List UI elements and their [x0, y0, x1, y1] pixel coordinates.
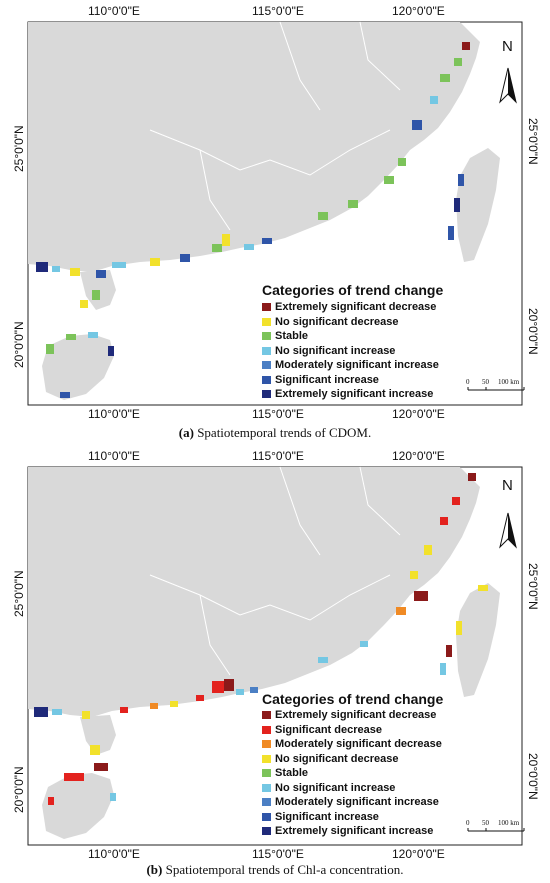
legend-label: No significant decrease: [275, 315, 399, 328]
legend-item: Extremely significant decrease: [262, 708, 436, 722]
legend-item: Extremely significant increase: [262, 824, 433, 838]
lon-label-bottom-120: 120°0'0"E: [392, 847, 445, 861]
legend-label: Significant increase: [275, 810, 379, 823]
legend-label: Extremely significant decrease: [275, 301, 437, 313]
hainan-island: [42, 773, 114, 839]
legend-swatch: [262, 390, 271, 399]
legend-label: Moderately significant increase: [275, 796, 439, 808]
legend-item: Stable: [262, 329, 308, 343]
legend-swatch: [262, 361, 271, 370]
legend-swatch: [262, 740, 271, 749]
legend-item: Significant increase: [262, 810, 379, 824]
legend-title: Categories of trend change: [262, 282, 444, 298]
legend-swatch: [262, 769, 271, 778]
lon-label-top-110: 110°0'0"E: [88, 4, 140, 18]
panel-chla: 110°0'0"E 115°0'0"E 120°0'0"E 25°0'0"N 2…: [0, 445, 550, 883]
lon-label-bottom-110: 110°0'0"E: [88, 847, 140, 861]
legend-label: No significant increase: [275, 781, 396, 794]
legend-label: Moderately significant increase: [275, 359, 439, 371]
caption: (b) Spatiotemporal trends of Chl-a conce…: [146, 862, 404, 877]
scale-label-0: 0: [466, 378, 470, 386]
scale-label-100: 100 km: [498, 378, 520, 386]
legend-swatch: [262, 812, 271, 821]
lon-label-top-115: 115°0'0"E: [252, 4, 304, 18]
legend-label: No significant decrease: [275, 752, 399, 765]
legend-swatch: [262, 783, 271, 792]
legend-item: Moderately significant increase: [262, 795, 439, 809]
map-cdom: 0 50 100 km: [27, 21, 525, 406]
legend-item: No significant decrease: [262, 315, 399, 329]
legend-label: No significant increase: [275, 344, 396, 357]
leizhou-peninsula: [80, 715, 116, 755]
scale-label-100: 100 km: [498, 819, 520, 827]
legend-label: Extremely significant increase: [275, 388, 434, 400]
legend-item: Moderately significant decrease: [262, 737, 442, 751]
legend-swatch: [262, 303, 271, 312]
legend-label: Significant increase: [275, 373, 379, 386]
legend-item: No significant decrease: [262, 752, 399, 766]
legend-swatch: [262, 754, 271, 763]
lon-label-top-120: 120°0'0"E: [392, 449, 445, 463]
lon-label-top-115: 115°0'0"E: [252, 449, 304, 463]
legend-item: No significant increase: [262, 781, 395, 795]
legend-label: Extremely significant decrease: [275, 709, 437, 721]
lon-label-bottom-120: 120°0'0"E: [392, 407, 445, 421]
map-chla: 0 50 100 km: [27, 466, 525, 846]
legend-item: Extremely significant decrease: [262, 300, 436, 314]
lon-label-bottom-115: 115°0'0"E: [252, 847, 304, 861]
legend-item: Moderately significant increase: [262, 358, 439, 372]
mainland: [28, 22, 480, 272]
hainan-island: [42, 334, 114, 400]
panel-cdom: 110°0'0"E 115°0'0"E 120°0'0"E 25°0'0"N 2…: [12, 4, 540, 440]
north-arrow: [499, 67, 517, 104]
scale-label-50: 50: [482, 378, 490, 386]
lon-label-top-120: 120°0'0"E: [392, 4, 445, 18]
legend-item: Stable: [262, 766, 308, 780]
caption: (a) Spatiotemporal trends of CDOM.: [178, 425, 372, 440]
legend-label: Extremely significant increase: [275, 825, 434, 837]
legend-label: Moderately significant decrease: [275, 738, 442, 750]
lon-label-bottom-115: 115°0'0"E: [252, 407, 304, 421]
legend-swatch: [262, 798, 271, 807]
north-arrow: [499, 512, 517, 549]
trend-pixels-chla: [34, 473, 488, 805]
scale-label-0: 0: [466, 819, 470, 827]
legend-swatch: [262, 375, 271, 384]
taiwan-island: [456, 148, 500, 262]
legend-label: Stable: [275, 767, 309, 779]
legend-label: Significant decrease: [275, 723, 382, 736]
legend-item: No significant increase: [262, 344, 395, 358]
scale-bar: 0 50 100 km: [466, 378, 525, 391]
lon-label-top-110: 110°0'0"E: [88, 449, 140, 463]
trend-pixels-cdom: [36, 42, 470, 398]
legend-item: Significant increase: [262, 373, 379, 387]
lon-label-bottom-110: 110°0'0"E: [88, 407, 140, 421]
legend-swatch: [262, 317, 271, 326]
legend-swatch: [262, 725, 271, 734]
legend-swatch: [262, 827, 271, 836]
legend-item: Extremely significant increase: [262, 387, 433, 401]
mainland: [28, 467, 480, 717]
legend-swatch: [262, 346, 271, 355]
legend-label: Stable: [275, 330, 309, 342]
north-label: N: [502, 38, 513, 55]
scale-bar: 0 50 100 km: [466, 819, 525, 832]
taiwan-island: [456, 583, 500, 697]
legend-title: Categories of trend change: [262, 691, 444, 707]
legend-swatch: [262, 332, 271, 341]
legend-swatch: [262, 711, 271, 720]
legend-item: Significant decrease: [262, 723, 382, 737]
scale-label-50: 50: [482, 819, 490, 827]
north-label: N: [502, 477, 513, 494]
